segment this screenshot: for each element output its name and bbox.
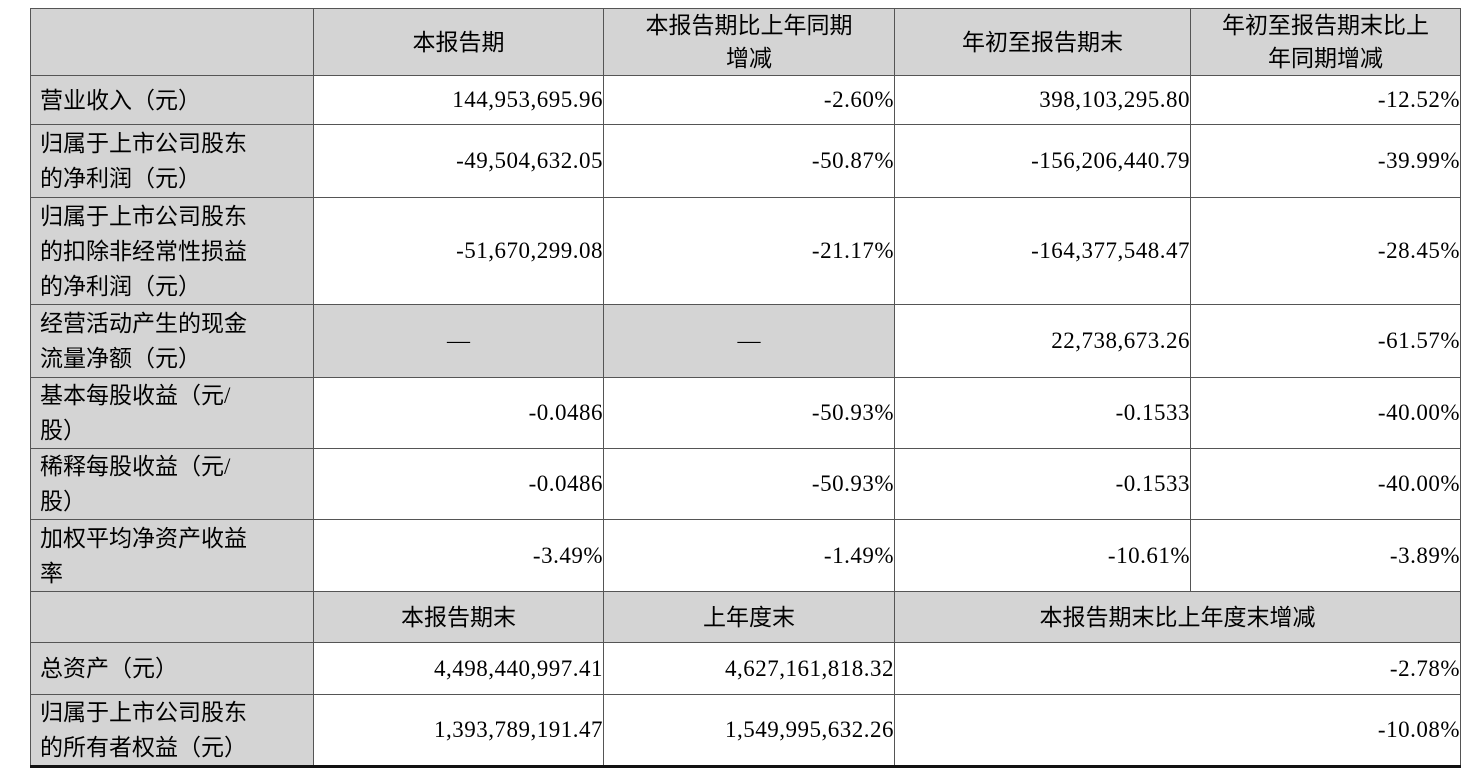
header-period-change-text: 本报告期比上年同期增减 — [645, 13, 853, 71]
header-row-period: 本报告期 本报告期比上年同期增减 年初至报告期末 年初至报告期末比上年同期增减 — [30, 8, 1461, 76]
value-ytd: -0.1533 — [894, 377, 1191, 449]
value-period: -0.0486 — [313, 377, 604, 449]
header-ytd-change: 年初至报告期末比上年同期增减 — [1190, 8, 1461, 76]
value-period: -49,504,632.05 — [313, 124, 604, 198]
value-ytd: 22,738,673.26 — [894, 304, 1191, 378]
value-period: -3.49% — [313, 519, 604, 592]
row-label: 经营活动产生的现金流量净额（元） — [30, 304, 314, 378]
row-net-profit-excl-nonrecurring: 归属于上市公司股东的扣除非经常性损益的净利润（元） -51,670,299.08… — [30, 197, 1461, 305]
row-label: 稀释每股收益（元/股） — [30, 448, 314, 520]
value-ytd: -164,377,548.47 — [894, 197, 1191, 305]
value-period-change: -50.87% — [603, 124, 895, 198]
row-weighted-roe: 加权平均净资产收益率 -3.49% -1.49% -10.61% -3.89% — [30, 519, 1461, 592]
row-operating-revenue: 营业收入（元） 144,953,695.96 -2.60% 398,103,29… — [30, 75, 1461, 125]
value-ytd: -10.61% — [894, 519, 1191, 592]
value-period-change: -50.93% — [603, 377, 895, 449]
value-ytd-change: -40.00% — [1190, 377, 1461, 449]
row-diluted-eps: 稀释每股收益（元/股） -0.0486 -50.93% -0.1533 -40.… — [30, 448, 1461, 520]
value-period-change: -50.93% — [603, 448, 895, 520]
header-period: 本报告期 — [313, 8, 604, 76]
value-ytd-change: -61.57% — [1190, 304, 1461, 378]
value-period-change: -1.49% — [603, 519, 895, 592]
value-change: -10.08% — [894, 694, 1461, 767]
value-ytd-change: -40.00% — [1190, 448, 1461, 520]
row-label: 加权平均净资产收益率 — [30, 519, 314, 592]
financial-summary-table: 本报告期 本报告期比上年同期增减 年初至报告期末 年初至报告期末比上年同期增减 … — [30, 8, 1461, 768]
row-label: 归属于上市公司股东的扣除非经常性损益的净利润（元） — [30, 197, 314, 305]
corner-cell — [30, 8, 314, 76]
value-ytd-change: -3.89% — [1190, 519, 1461, 592]
value-period: -0.0486 — [313, 448, 604, 520]
header-period-end: 本报告期末 — [313, 591, 604, 643]
header-period-end-change: 本报告期末比上年度末增减 — [894, 591, 1461, 643]
row-net-profit: 归属于上市公司股东的净利润（元） -49,504,632.05 -50.87% … — [30, 124, 1461, 198]
row-label: 总资产（元） — [30, 642, 314, 695]
header-row-period-end: 本报告期末 上年度末 本报告期末比上年度末增减 — [30, 591, 1461, 643]
value-period-change: -2.60% — [603, 75, 895, 125]
value-period-end: 4,498,440,997.41 — [313, 642, 604, 695]
value-period-end: 1,393,789,191.47 — [313, 694, 604, 767]
row-label: 基本每股收益（元/股） — [30, 377, 314, 449]
row-total-assets: 总资产（元） 4,498,440,997.41 4,627,161,818.32… — [30, 642, 1461, 695]
row-operating-cash-flow: 经营活动产生的现金流量净额（元） — — 22,738,673.26 -61.5… — [30, 304, 1461, 378]
header-ytd: 年初至报告期末 — [894, 8, 1191, 76]
value-ytd-change: -12.52% — [1190, 75, 1461, 125]
row-owners-equity: 归属于上市公司股东的所有者权益（元） 1,393,789,191.47 1,54… — [30, 694, 1461, 767]
value-period-change: -21.17% — [603, 197, 895, 305]
value-period: -51,670,299.08 — [313, 197, 604, 305]
row-basic-eps: 基本每股收益（元/股） -0.0486 -50.93% -0.1533 -40.… — [30, 377, 1461, 449]
value-period-change-dash: — — [603, 304, 895, 378]
value-ytd: 398,103,295.80 — [894, 75, 1191, 125]
corner-cell-2 — [30, 591, 314, 643]
value-period-dash: — — [313, 304, 604, 378]
value-change: -2.78% — [894, 642, 1461, 695]
value-period: 144,953,695.96 — [313, 75, 604, 125]
value-prev-year-end: 1,549,995,632.26 — [603, 694, 895, 767]
value-ytd-change: -28.45% — [1190, 197, 1461, 305]
header-ytd-change-text: 年初至报告期末比上年同期增减 — [1222, 13, 1429, 71]
row-label: 营业收入（元） — [30, 75, 314, 125]
value-prev-year-end: 4,627,161,818.32 — [603, 642, 895, 695]
row-label: 归属于上市公司股东的所有者权益（元） — [30, 694, 314, 767]
value-ytd: -156,206,440.79 — [894, 124, 1191, 198]
value-ytd-change: -39.99% — [1190, 124, 1461, 198]
header-period-change: 本报告期比上年同期增减 — [603, 8, 895, 76]
header-prev-year-end: 上年度末 — [603, 591, 895, 643]
row-label: 归属于上市公司股东的净利润（元） — [30, 124, 314, 198]
value-ytd: -0.1533 — [894, 448, 1191, 520]
